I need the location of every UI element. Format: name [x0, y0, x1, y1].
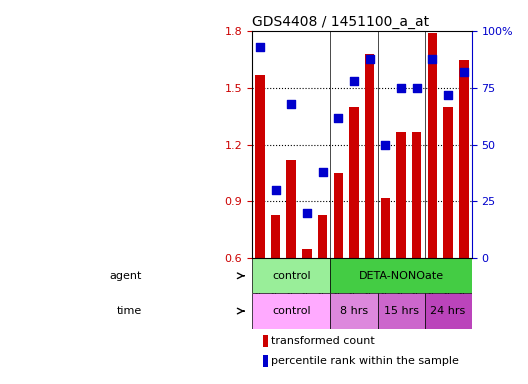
Bar	[349, 107, 359, 258]
Bar	[302, 249, 312, 258]
Point	[381, 142, 390, 148]
Text: control: control	[272, 271, 310, 281]
Point	[318, 169, 327, 175]
FancyBboxPatch shape	[425, 293, 472, 329]
Point	[459, 69, 468, 75]
Point	[365, 56, 374, 62]
Bar	[287, 160, 296, 258]
Point	[428, 56, 437, 62]
Bar	[365, 54, 374, 258]
Text: control: control	[272, 306, 310, 316]
Point	[397, 85, 406, 91]
Text: GDS4408 / 1451100_a_at: GDS4408 / 1451100_a_at	[252, 15, 429, 29]
Bar	[334, 173, 343, 258]
Text: 15 hrs: 15 hrs	[383, 306, 419, 316]
Bar	[397, 132, 406, 258]
Point	[412, 85, 421, 91]
Bar	[459, 60, 468, 258]
Bar	[263, 355, 268, 367]
Point	[444, 92, 452, 98]
Point	[303, 210, 311, 216]
Bar	[428, 33, 437, 258]
Bar	[318, 215, 327, 258]
Point	[287, 101, 296, 107]
Point	[334, 114, 343, 121]
Text: agent: agent	[110, 271, 142, 281]
Bar	[271, 215, 280, 258]
FancyBboxPatch shape	[378, 293, 425, 329]
Point	[271, 187, 280, 193]
Text: DETA-NONOate: DETA-NONOate	[359, 271, 444, 281]
Text: 24 hrs: 24 hrs	[430, 306, 466, 316]
FancyBboxPatch shape	[252, 258, 331, 293]
Bar	[412, 132, 421, 258]
Bar	[255, 75, 265, 258]
FancyBboxPatch shape	[331, 293, 378, 329]
FancyBboxPatch shape	[252, 293, 331, 329]
FancyBboxPatch shape	[331, 258, 472, 293]
Text: transformed count: transformed count	[271, 336, 374, 346]
Text: percentile rank within the sample: percentile rank within the sample	[271, 356, 458, 366]
Bar	[263, 335, 268, 347]
Bar	[381, 198, 390, 258]
Bar	[444, 107, 453, 258]
Point	[256, 44, 264, 50]
Point	[350, 78, 358, 84]
Text: time: time	[117, 306, 142, 316]
Text: 8 hrs: 8 hrs	[340, 306, 368, 316]
